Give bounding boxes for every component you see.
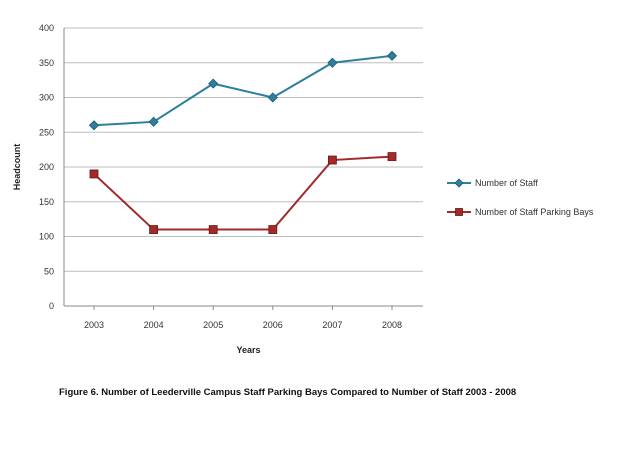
x-tick-label: 2005 (203, 320, 223, 330)
legend-label: Number of Staff (475, 178, 538, 188)
data-point-marker (267, 92, 278, 103)
data-point-marker (208, 225, 218, 234)
figure-caption: Figure 6. Number of Leederville Campus S… (59, 387, 517, 398)
x-tick-label: 2003 (84, 320, 104, 330)
data-point-marker (268, 225, 278, 234)
gridlines (64, 27, 423, 272)
legend-label: Number of Staff Parking Bays (475, 207, 594, 217)
x-axis-title: Years (236, 345, 260, 355)
data-point-marker (208, 78, 219, 89)
y-tick-label: 350 (39, 58, 54, 68)
legend-marker (455, 208, 463, 216)
legend: Number of Staff Number of Staff Parking B… (447, 178, 594, 217)
y-axis-title: Headcount (12, 144, 22, 191)
data-point-marker (327, 155, 337, 165)
x-tick-labels: 2003 2004 2005 2006 2007 2008 (84, 306, 402, 330)
series-group (88, 50, 398, 234)
y-tick-label: 0 (49, 301, 54, 311)
data-point-marker (88, 120, 100, 131)
x-tick-label: 2007 (322, 320, 342, 330)
x-tick-label: 2008 (382, 320, 402, 330)
data-point-marker (148, 116, 159, 127)
data-point-marker (386, 50, 398, 61)
y-tick-label: 200 (39, 162, 54, 172)
data-point-marker (327, 57, 338, 68)
y-tick-label: 250 (39, 127, 54, 137)
data-point-marker (89, 169, 99, 179)
y-tick-label: 150 (39, 197, 54, 207)
data-point-marker (149, 225, 159, 234)
y-tick-label: 50 (44, 266, 54, 276)
series-line-1 (93, 155, 393, 231)
y-tick-labels: 0 50 100 150 200 250 300 350 400 (39, 23, 54, 311)
legend-marker (454, 178, 464, 188)
x-tick-label: 2006 (263, 320, 283, 330)
data-point-marker (387, 152, 397, 161)
y-tick-label: 400 (39, 23, 54, 33)
y-tick-label: 300 (39, 93, 54, 103)
y-tick-label: 100 (39, 232, 54, 242)
series-line-0 (93, 54, 393, 127)
x-tick-label: 2004 (144, 320, 164, 330)
